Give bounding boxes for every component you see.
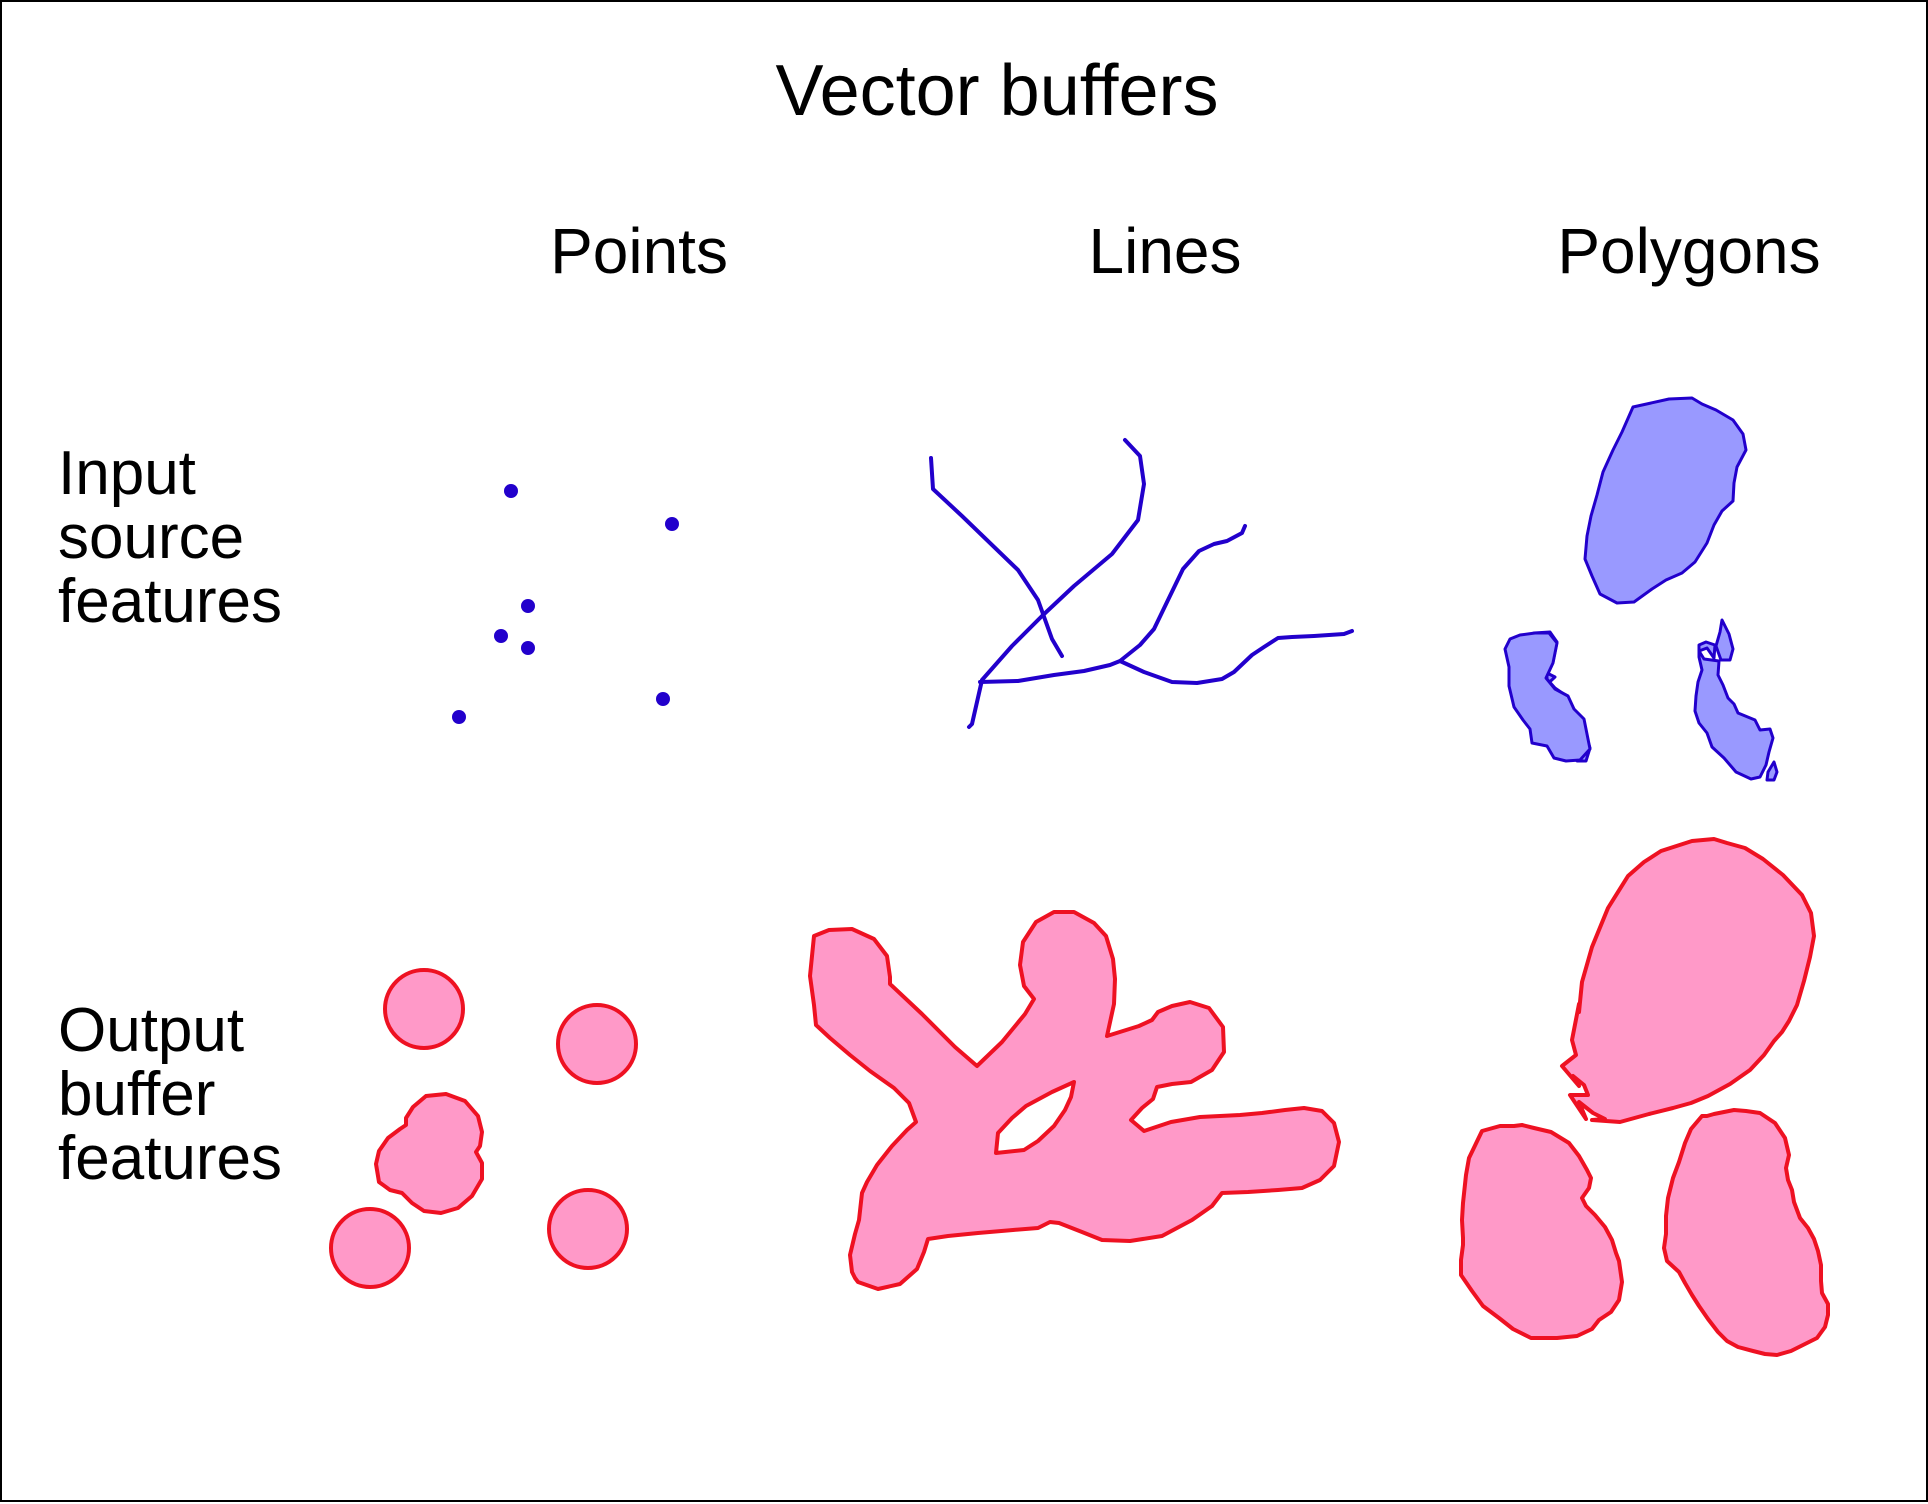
input-polygon xyxy=(1765,760,1779,782)
point-buffer xyxy=(547,1188,629,1270)
input-point xyxy=(521,641,535,655)
point-buffer xyxy=(329,1207,411,1289)
input-line xyxy=(929,456,1064,658)
polygon-buffer xyxy=(1459,1123,1624,1340)
line-buffer xyxy=(808,910,1341,1291)
input-point xyxy=(494,629,508,643)
input-line xyxy=(967,438,1146,729)
column-header-polygons: Polygons xyxy=(1557,215,1821,287)
input-points xyxy=(452,484,679,724)
row-label-input-source-features: Input source features xyxy=(58,439,283,636)
input-polygon xyxy=(1503,631,1592,763)
polygon-buffer xyxy=(1560,837,1816,1124)
polygon-buffer xyxy=(1662,1108,1830,1357)
input-point xyxy=(665,517,679,531)
point-buffer xyxy=(383,968,465,1050)
row-label-output-buffer-features: Output buffer features xyxy=(58,996,283,1193)
point-buffer xyxy=(374,1092,484,1215)
input-point xyxy=(452,710,466,724)
column-header-points: Points xyxy=(550,215,728,287)
input-line xyxy=(1118,524,1354,685)
output-polygon-buffers xyxy=(1459,837,1830,1357)
point-buffer xyxy=(556,1003,638,1085)
input-point xyxy=(521,599,535,613)
input-polygon xyxy=(1693,640,1775,781)
input-line xyxy=(978,659,1122,684)
input-polygons xyxy=(1503,396,1779,782)
input-point xyxy=(656,692,670,706)
column-header-lines: Lines xyxy=(1088,215,1242,287)
output-point-buffers xyxy=(329,968,638,1289)
output-line-buffer xyxy=(808,910,1341,1291)
input-polygon xyxy=(1583,396,1748,605)
diagram-title: Vector buffers xyxy=(775,51,1219,131)
input-lines xyxy=(929,438,1354,729)
input-point xyxy=(504,484,518,498)
input-polygon xyxy=(1714,618,1735,662)
